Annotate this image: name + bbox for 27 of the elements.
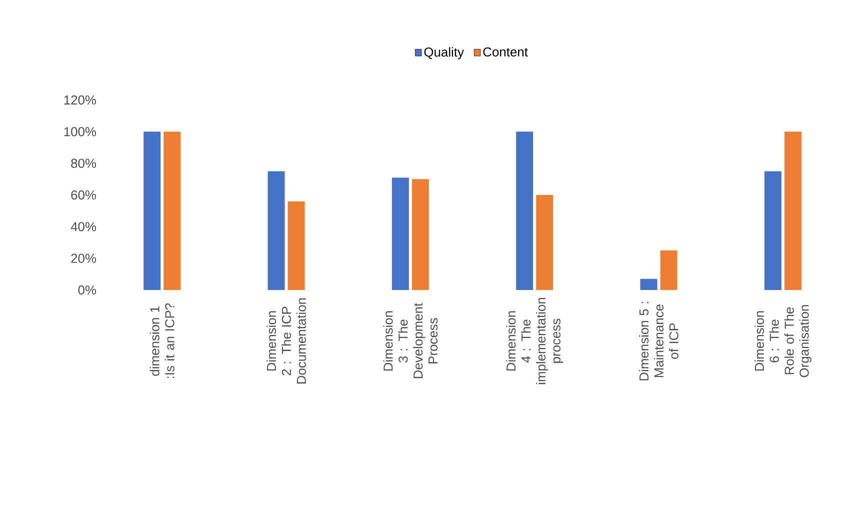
bar <box>412 179 429 290</box>
x-tick-label: Dimension 2 : The ICP Documentation <box>266 298 306 384</box>
bar <box>392 178 409 290</box>
y-tick-label: 100% <box>64 127 96 136</box>
y-tick-label: 60% <box>71 190 96 200</box>
legend-label: Content <box>483 47 528 57</box>
bar <box>536 195 554 290</box>
bar <box>764 171 782 290</box>
bar <box>268 171 285 290</box>
y-tick-label: 40% <box>70 222 96 232</box>
bar <box>784 132 802 290</box>
bar <box>144 132 161 290</box>
legend-label: Quality <box>424 47 464 60</box>
x-tick-label: Dimension 5 : Maintenance of ICP <box>639 302 678 380</box>
y-tick-label: 20% <box>71 254 96 263</box>
bar <box>516 132 534 290</box>
x-tick-label: Dimension 4 : The implementation process <box>506 298 564 384</box>
y-tick-label: 120% <box>64 95 96 105</box>
x-tick-label: Dimension 3 : The Development Process <box>383 302 438 378</box>
x-tick-label: dimension 1 :Is it an ICP? <box>150 303 174 378</box>
bar <box>288 201 305 290</box>
bar <box>660 250 678 290</box>
bar <box>164 132 181 290</box>
x-tick-label: Dimension 6 : The Role of The Organisation <box>754 305 812 378</box>
bar <box>640 278 658 290</box>
y-tick-label: 0% <box>78 285 96 295</box>
y-tick-label: 80% <box>71 158 96 168</box>
